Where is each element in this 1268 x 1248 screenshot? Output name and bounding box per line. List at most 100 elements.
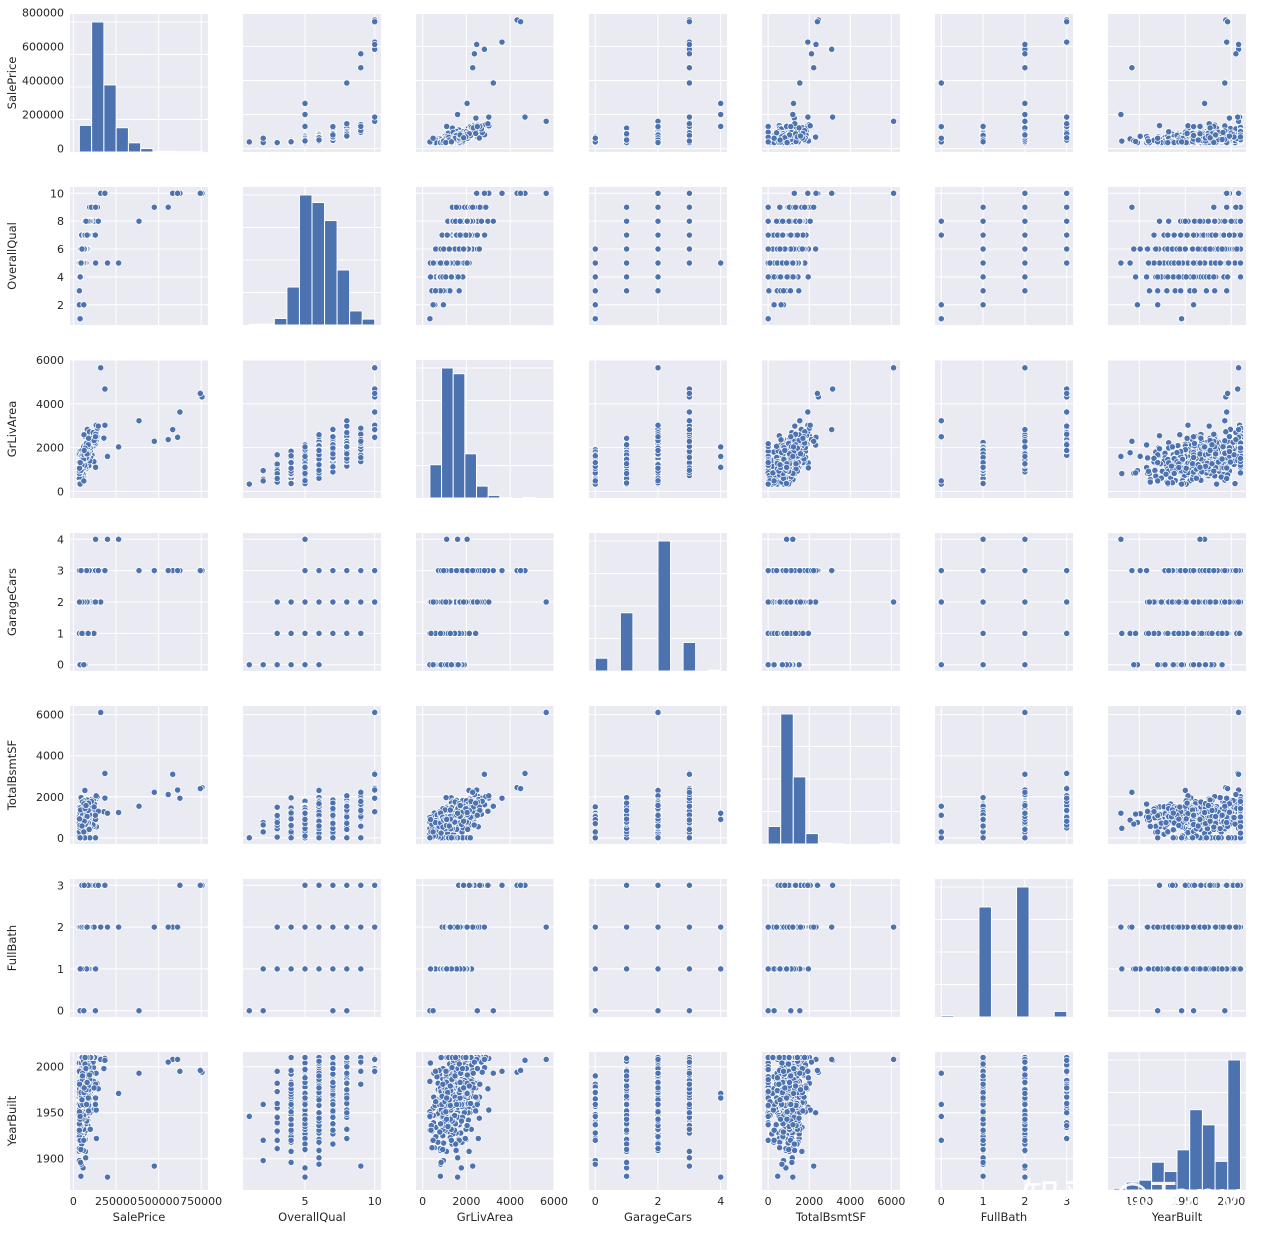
scatter-point [784,139,790,145]
scatter-point [302,111,308,117]
scatter-point [470,65,476,71]
scatter-point [490,80,496,86]
scatter-point [805,39,811,45]
scatter-point [1156,123,1162,129]
scatter-point [1184,130,1190,136]
scatter-point [980,123,986,129]
scatter-point [455,111,461,117]
scatter-point [358,65,364,71]
histogram-bar [79,125,91,152]
scatter-point [330,124,336,130]
scatter-point [1236,41,1242,47]
scatter-point [1118,111,1124,117]
scatter-point [771,135,777,141]
scatter-point [344,80,350,86]
scatter-point [1022,132,1028,138]
scatter-point [777,137,783,143]
scatter-point [443,139,449,145]
histogram-bar [165,151,177,152]
scatter-point [1237,134,1243,140]
scatter-point [1022,118,1028,124]
scatter-point [344,121,350,127]
histogram-bar [128,143,140,152]
scatter-point [811,65,817,71]
scatter-point [1022,100,1028,106]
scatter-point [1064,121,1070,127]
scatter-point [1129,65,1135,71]
scatter-point [686,51,692,57]
scatter-point [1165,140,1171,146]
scatter-point [1197,123,1203,129]
scatter-point [1202,100,1208,106]
scatter-point [1064,135,1070,141]
scatter-point [1137,133,1143,139]
scatter-point [829,46,835,52]
scatter-point [655,124,661,130]
scatter-point [372,19,378,25]
histogram-bar [153,151,165,152]
scatter-point [1166,129,1172,135]
scatter-point [1235,114,1241,120]
scatter-point [543,118,549,124]
scatter-point [1022,111,1028,117]
scatter-point [1226,115,1232,121]
scatter-point [813,41,819,47]
scatter-point [655,139,661,145]
scatter-point [938,124,944,130]
scatter-point [808,51,814,57]
scatter-point [980,139,986,145]
scatter-point [1197,131,1203,137]
scatter-point [430,135,436,141]
scatter-point [805,114,811,120]
scatter-point [718,123,724,129]
scatter-point [522,114,528,120]
scatter-point [1226,133,1232,139]
panel-sale-price-vs-garage-cars [589,14,727,152]
scatter-point [797,80,803,86]
scatter-point [1179,139,1185,145]
panel-sale-price-vs-full-bath [935,14,1073,152]
scatter-point [1224,39,1230,45]
histogram-bar [104,85,116,152]
scatter-point [372,41,378,47]
scatter-point [1022,41,1028,47]
scatter-point [814,19,820,25]
panel-sale-price-vs-sale-price [70,14,208,152]
scatter-point [330,132,336,138]
scatter-point [624,131,630,137]
scatter-point [344,133,350,139]
scatter-point [765,139,771,145]
scatter-point [788,124,794,130]
scatter-point [1119,138,1125,144]
scatter-point [274,140,280,146]
scatter-point [358,123,364,129]
scatter-point [481,46,487,52]
scatter-point [797,133,803,139]
panel-background [935,14,1073,152]
scatter-point [830,114,836,120]
scatter-point [1145,138,1151,144]
scatter-point [1133,138,1139,144]
scatter-point [1155,135,1161,141]
scatter-point [718,100,724,106]
scatter-point [316,137,322,143]
histogram-bar [141,149,153,152]
scatter-point [358,51,364,57]
scatter-point [686,138,692,144]
scatter-point [624,137,630,143]
scatter-point [938,135,944,141]
scatter-point [718,111,724,117]
scatter-point [246,139,252,145]
scatter-point [790,111,796,117]
histogram-bar [92,22,104,152]
scatter-point [485,121,491,127]
scatter-point [302,123,308,129]
scatter-point [302,100,308,106]
scatter-point [790,100,796,106]
scatter-point [1195,137,1201,143]
scatter-point [486,114,492,120]
scatter-point [686,114,692,120]
scatter-point [686,41,692,47]
scatter-point [302,138,308,144]
scatter-point [471,51,477,57]
